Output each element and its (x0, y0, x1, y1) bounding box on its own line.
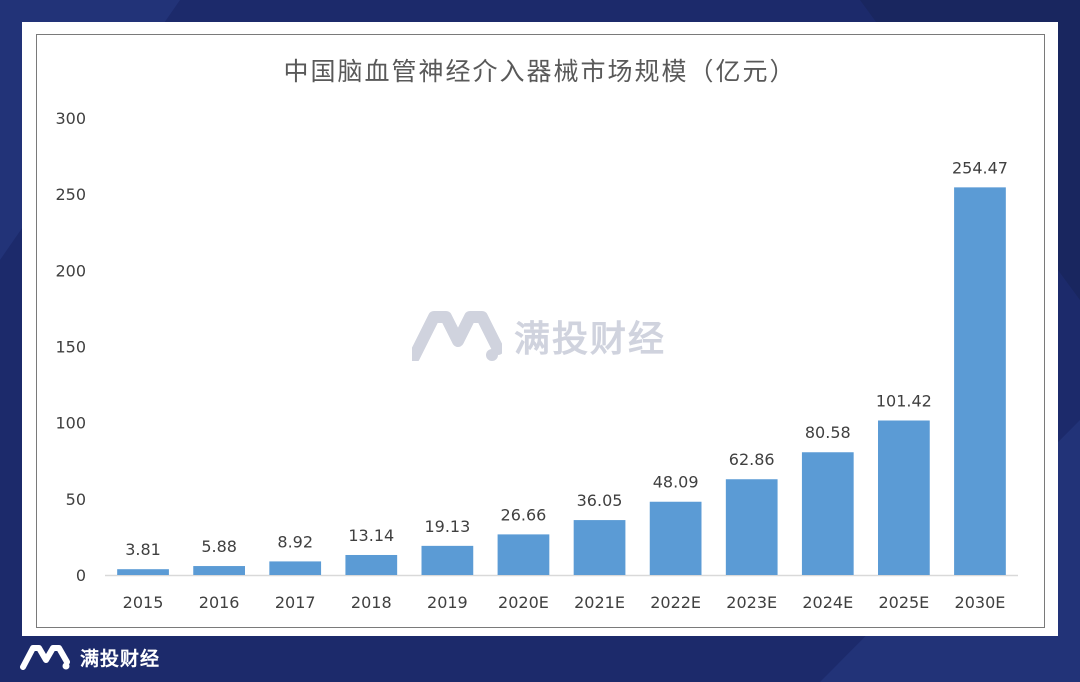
y-tick-label: 100 (55, 414, 86, 433)
y-tick-label: 0 (76, 566, 86, 585)
x-tick-label: 2022E (650, 593, 701, 612)
x-tick-label: 2019 (427, 593, 468, 612)
bar (117, 569, 169, 575)
bar (193, 566, 245, 575)
chart-title: 中国脑血管神经介入器械市场规模（亿元） (283, 57, 797, 86)
y-tick-label: 300 (55, 109, 86, 128)
bar-value-label: 48.09 (653, 473, 699, 492)
brand-name: 满投财经 (80, 647, 161, 670)
bar (954, 187, 1006, 575)
y-tick-label: 50 (66, 490, 86, 509)
bar (801, 452, 854, 575)
bar (573, 520, 626, 575)
bar-value-label: 254.47 (952, 158, 1008, 177)
chart-area-border (36, 34, 1045, 628)
y-tick-label: 200 (55, 261, 86, 280)
watermark-logo-icon (412, 311, 502, 361)
x-tick-label: 2015 (123, 593, 164, 612)
brand-footer: 满投财经 (20, 642, 160, 672)
x-tick-label: 2025E (878, 593, 929, 612)
x-tick-label: 2020E (498, 593, 549, 612)
bar (345, 554, 398, 575)
watermark-text: 满投财经 (514, 319, 667, 360)
bar (649, 501, 702, 575)
bar-value-label: 80.58 (805, 423, 851, 442)
bar-value-label: 26.66 (501, 505, 547, 524)
bar-value-label: 5.88 (201, 537, 237, 556)
bar-value-label: 19.13 (424, 517, 470, 536)
bar-value-label: 36.05 (577, 491, 623, 510)
bar (725, 479, 778, 575)
x-tick-label: 2016 (199, 593, 240, 612)
bar (269, 561, 322, 575)
x-tick-label: 2024E (802, 593, 853, 612)
bar-value-label: 8.92 (277, 532, 313, 551)
x-tick-label: 2021E (574, 593, 625, 612)
bar-value-label: 3.81 (125, 540, 161, 559)
x-tick-label: 2017 (275, 593, 316, 612)
bar (421, 545, 474, 575)
y-tick-label: 250 (55, 185, 86, 204)
watermark: 满投财经 (412, 310, 666, 362)
x-tick-label: 2030E (955, 593, 1006, 612)
bar-value-label: 101.42 (876, 392, 932, 411)
bar (878, 420, 930, 575)
x-tick-label: 2018 (351, 593, 392, 612)
x-tick-label: 2023E (726, 593, 777, 612)
bar (497, 534, 550, 575)
bar-value-label: 62.86 (729, 450, 775, 469)
bar-value-label: 13.14 (348, 526, 394, 545)
m-logo-icon (20, 645, 70, 670)
y-tick-label: 150 (55, 338, 86, 357)
